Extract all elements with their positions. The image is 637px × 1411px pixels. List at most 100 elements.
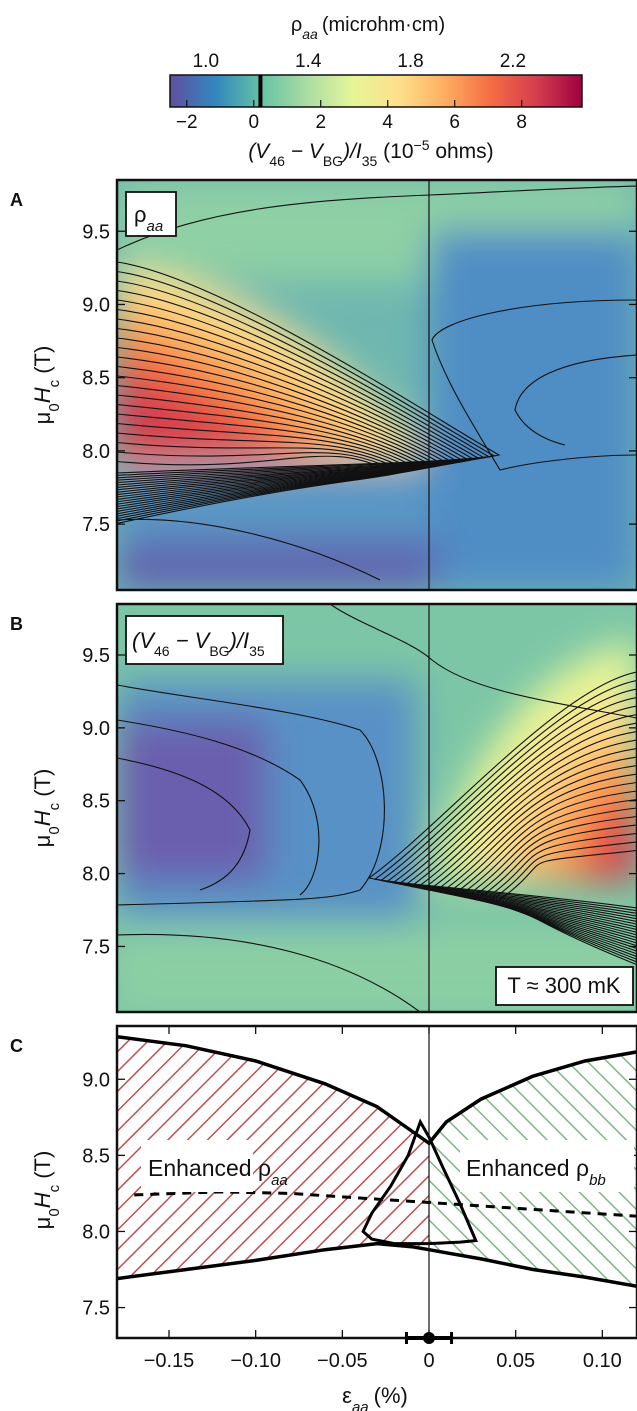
contour-line	[117, 422, 416, 515]
panel-a-label: ρaa	[134, 202, 163, 235]
y-tick-label: 9.0	[82, 1069, 110, 1091]
panel-a-label-box	[125, 191, 177, 237]
colorbar-bottom-tick-label: 4	[382, 112, 393, 133]
contour-line	[397, 713, 637, 923]
contour-line	[117, 403, 426, 510]
contour-line	[433, 764, 637, 939]
contour-line	[475, 824, 637, 958]
y-tick-label: 8.0	[82, 1221, 110, 1243]
contour-line	[117, 356, 451, 498]
panel-a: A 7.5 8.0 8.5 9.0 9.5 μ0Hc (T) ρaa	[10, 178, 637, 592]
contour-line	[117, 280, 491, 479]
region-enhanced-rho-aa	[117, 1036, 429, 1279]
contour-line	[117, 346, 456, 496]
panel-b-heatmap	[117, 604, 637, 1012]
x-tick-label: 0.05	[496, 1350, 535, 1372]
colorbar-top-tick-label: 1.8	[397, 51, 423, 72]
contour-line	[117, 455, 396, 524]
panel-a-contours	[117, 261, 501, 524]
contour-line	[117, 451, 401, 522]
panel-b-annotation: T ≈ 300 mK	[507, 973, 620, 998]
contour-line	[117, 375, 441, 503]
x-tick-label: 0	[423, 1350, 434, 1372]
y-tick-label: 7.5	[82, 514, 110, 536]
contour-line	[487, 841, 637, 963]
panel-b-annotation-box	[495, 966, 634, 1006]
panel-c-letter: C	[10, 1036, 23, 1056]
panel-c-ylabel: μ0Hc (T)	[30, 1151, 63, 1230]
x-tick-label: −0.15	[144, 1350, 195, 1372]
contour-line	[117, 299, 481, 484]
contour-line	[117, 384, 436, 505]
contour-line	[457, 798, 637, 950]
panel-b-label-box	[125, 615, 284, 665]
panel-c-yticks: 7.5 8.0 8.5 9.0	[82, 1069, 637, 1320]
contour-line	[469, 815, 637, 955]
contour-line	[117, 365, 446, 500]
lower-boundary-line	[117, 1241, 637, 1289]
contour-line	[415, 739, 637, 931]
colorbar: ρaa (microhm·cm) 1.0 1.4 1.8 2.2 −2 0 2 4 6 8 (V4…	[169, 14, 583, 169]
y-tick-label: 7.5	[82, 1298, 110, 1320]
panel-b-contours	[367, 671, 637, 966]
colorbar-bottom-tick-label: 0	[248, 112, 259, 133]
panel-b-frame	[115, 602, 637, 1014]
panel-a-frame	[115, 178, 637, 592]
contour-line	[117, 289, 486, 481]
contour-line	[445, 781, 637, 944]
region-label-right: Enhanced ρbb	[466, 1155, 606, 1189]
y-tick-label: 8.5	[82, 368, 110, 390]
colorbar-bottom-tick-label: 6	[449, 112, 460, 133]
panel-b-label: (V46 − VBG)/I35	[132, 628, 265, 659]
contour-line	[481, 832, 637, 960]
contour-line	[451, 790, 637, 947]
colorbar-bar	[169, 74, 583, 108]
y-tick-label: 8.5	[82, 791, 110, 813]
x-tick-label: −0.05	[317, 1350, 368, 1372]
colorbar-bottom-ticks: −2 0 2 4 6 8	[176, 100, 527, 133]
colorbar-top-tick-label: 1.0	[193, 51, 219, 72]
colorbar-top-tick-label: 1.4	[295, 51, 322, 72]
contour-line	[117, 432, 411, 517]
panel-b-letter: B	[10, 614, 23, 634]
contour-line	[117, 270, 496, 476]
contour-line	[439, 773, 637, 941]
colorbar-top-ticks: 1.0 1.4 1.8 2.2	[193, 51, 526, 82]
panel-a-ylabel: μ0Hc (T)	[30, 346, 63, 425]
contour-line	[463, 807, 637, 952]
panel-c-xticks: −0.15 −0.10 −0.05 0 0.05 0.10	[144, 1026, 622, 1372]
contour-line	[373, 679, 637, 912]
colorbar-top-tick-label: 2.2	[500, 51, 526, 72]
colorbar-bottom-tick-label: −2	[176, 112, 198, 133]
y-tick-label: 8.5	[82, 1145, 110, 1167]
region-label-left: Enhanced ρaa	[148, 1155, 288, 1189]
panel-a-letter: A	[10, 190, 23, 210]
panel-a-yticks: 7.5 8.0 8.5 9.0 9.5	[82, 221, 637, 536]
panel-b-yticks: 7.5 8.0 8.5 9.0 9.5	[82, 645, 637, 958]
contour-line	[421, 747, 637, 933]
panel-a-heatmap	[117, 180, 637, 590]
y-tick-label: 8.0	[82, 864, 110, 886]
contour-line	[117, 261, 501, 474]
contour-line	[391, 705, 637, 920]
y-tick-label: 8.0	[82, 441, 110, 463]
contour-line	[385, 696, 637, 917]
contour-line	[117, 318, 471, 488]
x-tick-label: −0.10	[230, 1350, 281, 1372]
colorbar-top-title: ρaa (microhm·cm)	[291, 14, 445, 42]
panel-b: B 7.58.08.59.09.5 μ0Hc (T) (	[10, 602, 637, 1014]
contour-line	[403, 722, 637, 925]
contour-line	[117, 337, 461, 493]
contour-line	[493, 849, 637, 966]
colorbar-bottom-tick-label: 2	[315, 112, 326, 133]
y-tick-label: 7.5	[82, 936, 110, 958]
x-tick-label: 0.10	[583, 1350, 622, 1372]
upper-boundary-line	[117, 1034, 637, 1146]
contour-line	[117, 413, 421, 512]
colorbar-bottom-tick-label: 8	[516, 112, 527, 133]
y-tick-label: 9.5	[82, 645, 110, 667]
y-tick-label: 9.0	[82, 294, 110, 316]
colorbar-bottom-label: (V46 − VBG)/I35 (10−5 ohms)	[248, 137, 493, 169]
region-label-left-bg	[141, 1140, 253, 1192]
